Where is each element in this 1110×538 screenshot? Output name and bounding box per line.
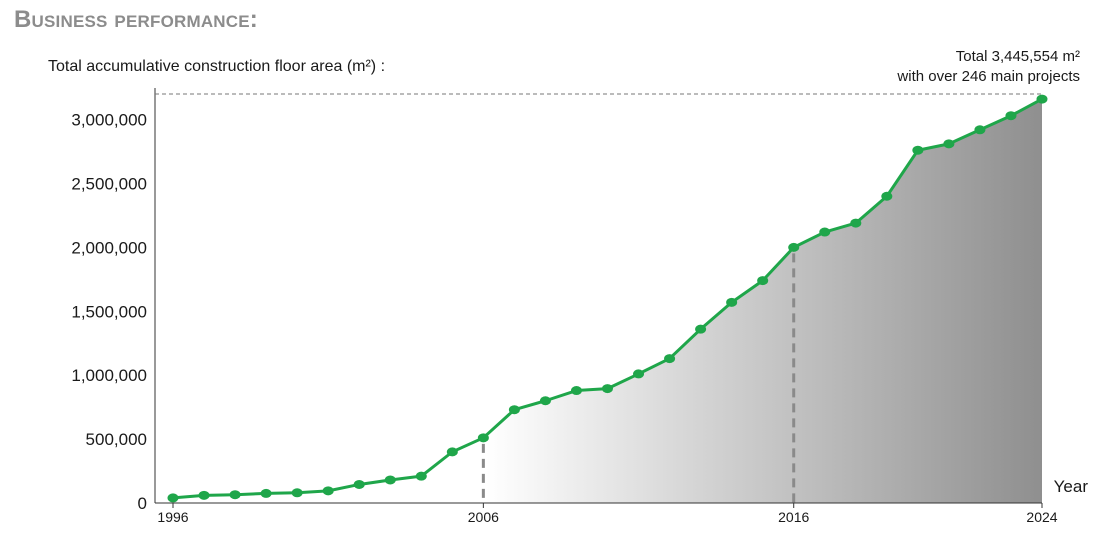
y-tick-label: 2,500,000 bbox=[71, 174, 147, 193]
data-point-2009 bbox=[570, 386, 582, 396]
chart-title: Business performance: bbox=[14, 6, 258, 33]
y-tick-label: 0 bbox=[138, 494, 147, 513]
x-tick-label: 2024 bbox=[1026, 509, 1057, 525]
x-axis-label: Year bbox=[1054, 477, 1089, 496]
y-tick-label: 500,000 bbox=[86, 430, 147, 449]
data-point-2020 bbox=[912, 145, 924, 155]
data-point-2005 bbox=[446, 447, 458, 457]
data-point-2019 bbox=[881, 191, 893, 201]
data-point-2018 bbox=[850, 218, 862, 228]
data-point-2022 bbox=[974, 125, 986, 135]
data-point-2013 bbox=[695, 324, 707, 334]
data-point-2010 bbox=[602, 384, 613, 394]
data-point-2011 bbox=[633, 369, 645, 379]
data-point-2024 bbox=[1036, 94, 1048, 104]
data-point-2012 bbox=[664, 354, 676, 364]
data-point-1998 bbox=[229, 490, 241, 500]
data-point-2023 bbox=[1005, 111, 1017, 121]
data-point-2007 bbox=[508, 405, 520, 415]
data-point-2002 bbox=[353, 479, 365, 489]
data-point-2001 bbox=[322, 486, 334, 496]
data-point-1999 bbox=[260, 488, 272, 498]
area-fill bbox=[173, 99, 1042, 504]
data-point-2014 bbox=[726, 297, 738, 307]
x-tick-label: 2006 bbox=[468, 509, 499, 525]
data-point-2017 bbox=[819, 227, 831, 237]
data-point-2004 bbox=[415, 471, 427, 481]
data-point-2016 bbox=[788, 242, 800, 252]
data-point-1997 bbox=[198, 490, 210, 500]
y-tick-label: 3,000,000 bbox=[71, 111, 147, 130]
data-point-2000 bbox=[291, 488, 303, 498]
y-tick-label: 1,000,000 bbox=[71, 366, 147, 385]
x-tick-label: 2016 bbox=[778, 509, 809, 525]
data-point-2015 bbox=[757, 276, 769, 286]
chart-subtitle: Total accumulative construction floor ar… bbox=[48, 58, 386, 75]
y-tick-label: 1,500,000 bbox=[71, 302, 147, 321]
x-tick-label: 1996 bbox=[157, 509, 188, 525]
data-point-2021 bbox=[943, 139, 955, 149]
data-point-1996 bbox=[167, 493, 179, 503]
total-annotation: Total 3,445,554 m² with over 246 main pr… bbox=[897, 48, 1080, 85]
data-point-2003 bbox=[384, 475, 396, 485]
data-point-2006 bbox=[477, 433, 489, 443]
y-tick-label: 2,000,000 bbox=[71, 238, 147, 257]
data-point-2008 bbox=[539, 396, 551, 406]
